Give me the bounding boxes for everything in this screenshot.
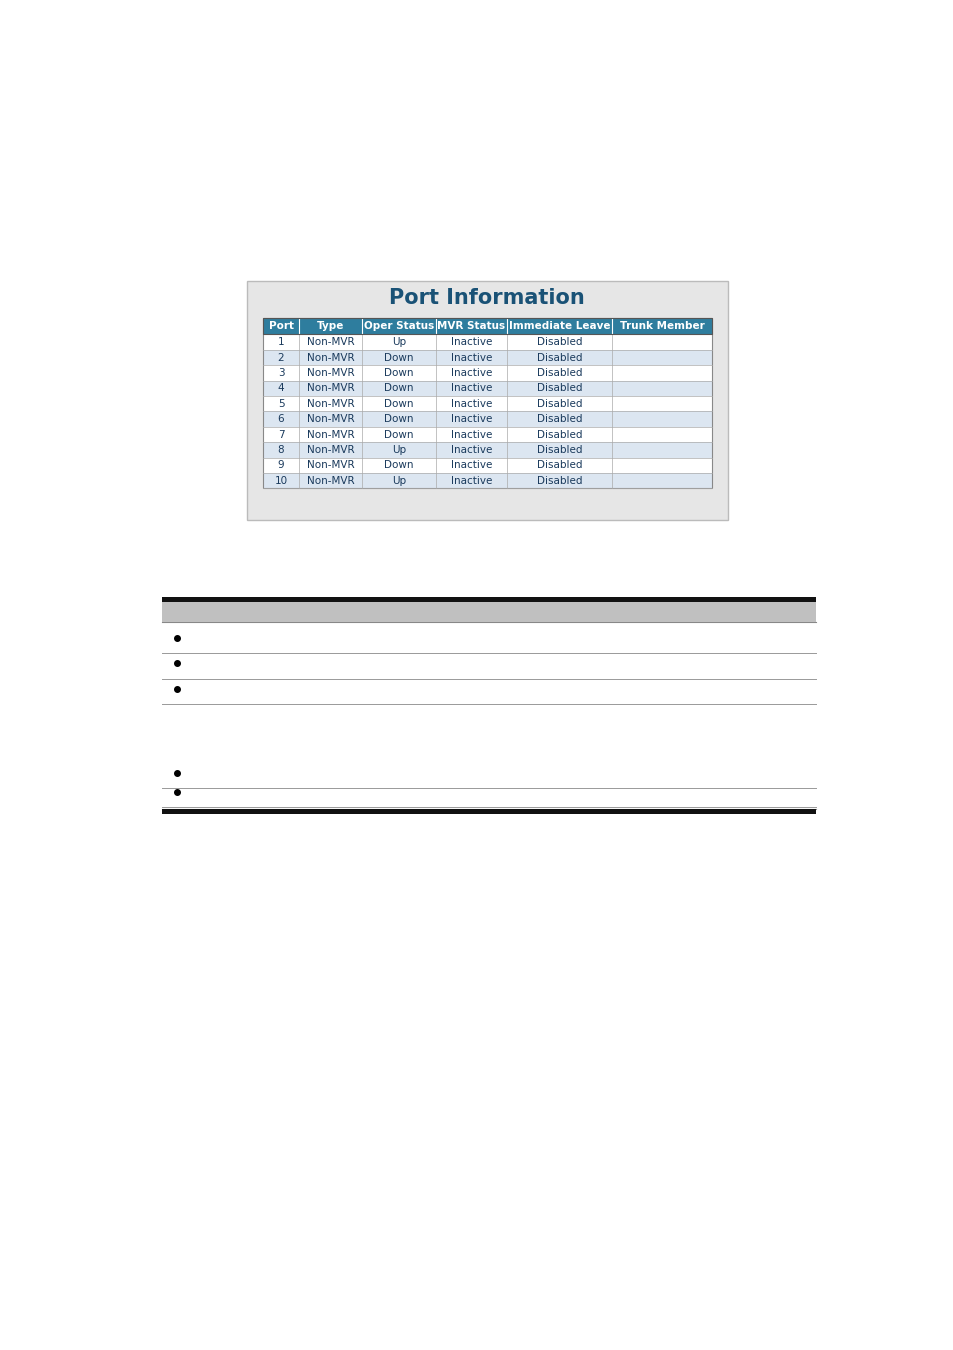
Text: Down: Down (384, 352, 414, 363)
FancyBboxPatch shape (262, 381, 711, 396)
Text: 1: 1 (277, 338, 284, 347)
Text: Inactive: Inactive (450, 383, 492, 393)
Text: Inactive: Inactive (450, 414, 492, 424)
Text: Type: Type (316, 321, 344, 331)
Text: Disabled: Disabled (536, 446, 581, 455)
Text: MVR Status: MVR Status (436, 321, 505, 331)
Text: Non-MVR: Non-MVR (306, 446, 354, 455)
Bar (162, 809, 815, 814)
Bar (162, 602, 815, 622)
Text: Inactive: Inactive (450, 352, 492, 363)
Text: Down: Down (384, 460, 414, 470)
Text: Non-MVR: Non-MVR (306, 460, 354, 470)
Text: Up: Up (392, 338, 406, 347)
Text: Non-MVR: Non-MVR (306, 475, 354, 486)
Text: 5: 5 (277, 398, 284, 409)
Text: Port Information: Port Information (389, 289, 584, 308)
Text: 9: 9 (277, 460, 284, 470)
Text: Down: Down (384, 429, 414, 440)
Text: Up: Up (392, 446, 406, 455)
FancyBboxPatch shape (262, 443, 711, 458)
Text: Inactive: Inactive (450, 338, 492, 347)
Text: Disabled: Disabled (536, 338, 581, 347)
Bar (162, 597, 815, 602)
Text: 3: 3 (277, 369, 284, 378)
Text: Non-MVR: Non-MVR (306, 429, 354, 440)
FancyBboxPatch shape (262, 472, 711, 489)
Text: Up: Up (392, 475, 406, 486)
FancyBboxPatch shape (247, 281, 727, 520)
FancyBboxPatch shape (262, 350, 711, 366)
Text: Inactive: Inactive (450, 475, 492, 486)
Text: Disabled: Disabled (536, 475, 581, 486)
Text: Disabled: Disabled (536, 383, 581, 393)
FancyBboxPatch shape (262, 319, 711, 335)
FancyBboxPatch shape (262, 396, 711, 412)
Text: Down: Down (384, 369, 414, 378)
Text: Trunk Member: Trunk Member (619, 321, 703, 331)
Text: Immediate Leave: Immediate Leave (508, 321, 609, 331)
FancyBboxPatch shape (262, 458, 711, 472)
Text: Disabled: Disabled (536, 398, 581, 409)
Text: Inactive: Inactive (450, 446, 492, 455)
Text: Non-MVR: Non-MVR (306, 414, 354, 424)
Text: Down: Down (384, 398, 414, 409)
Text: Non-MVR: Non-MVR (306, 383, 354, 393)
Text: Oper Status: Oper Status (363, 321, 434, 331)
FancyBboxPatch shape (262, 335, 711, 350)
Text: Non-MVR: Non-MVR (306, 369, 354, 378)
Text: 10: 10 (274, 475, 287, 486)
Text: Inactive: Inactive (450, 369, 492, 378)
Text: Disabled: Disabled (536, 429, 581, 440)
Text: Non-MVR: Non-MVR (306, 352, 354, 363)
Text: Inactive: Inactive (450, 429, 492, 440)
Text: Inactive: Inactive (450, 398, 492, 409)
Text: Down: Down (384, 414, 414, 424)
Text: 8: 8 (277, 446, 284, 455)
Text: Non-MVR: Non-MVR (306, 398, 354, 409)
FancyBboxPatch shape (262, 427, 711, 443)
Text: 2: 2 (277, 352, 284, 363)
FancyBboxPatch shape (262, 366, 711, 381)
Text: Disabled: Disabled (536, 352, 581, 363)
Text: Disabled: Disabled (536, 460, 581, 470)
Text: 7: 7 (277, 429, 284, 440)
Text: Down: Down (384, 383, 414, 393)
Text: 4: 4 (277, 383, 284, 393)
Text: 6: 6 (277, 414, 284, 424)
Text: Disabled: Disabled (536, 414, 581, 424)
Text: Port: Port (268, 321, 294, 331)
Text: Inactive: Inactive (450, 460, 492, 470)
Text: Non-MVR: Non-MVR (306, 338, 354, 347)
Text: Disabled: Disabled (536, 369, 581, 378)
FancyBboxPatch shape (262, 412, 711, 427)
